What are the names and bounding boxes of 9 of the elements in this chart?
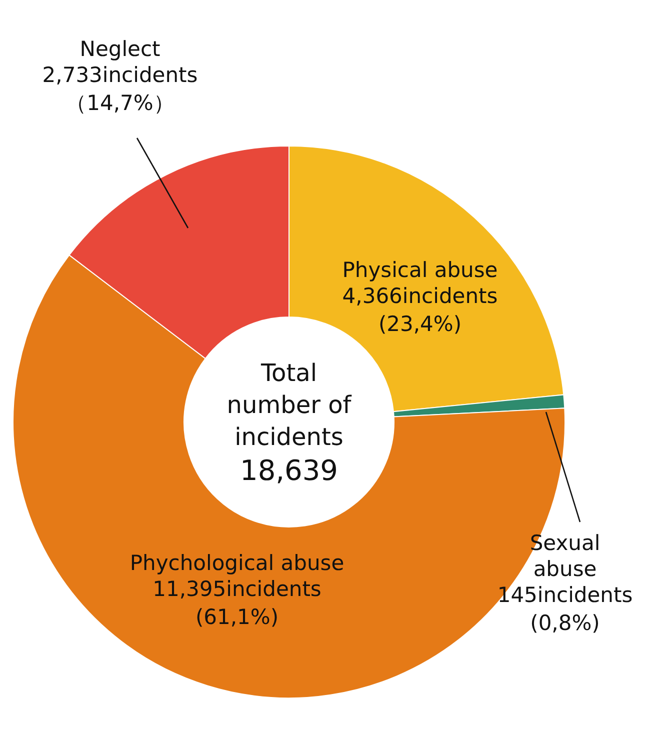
data-label: 4,366incidents (23,4%)	[342, 284, 498, 336]
data-label: 2,733incidents （14,7%）	[42, 63, 198, 115]
slice-label: Physical abuse	[342, 258, 498, 282]
data-label: 145incidents (0,8%)	[497, 583, 633, 635]
slice-label: Phychological abuse	[130, 551, 344, 575]
data-label: 11,395incidents (61,1%)	[152, 577, 322, 629]
slice-label: Neglect	[80, 37, 160, 61]
text: Total number of incidents	[226, 359, 352, 451]
text: 18,639	[240, 454, 338, 487]
